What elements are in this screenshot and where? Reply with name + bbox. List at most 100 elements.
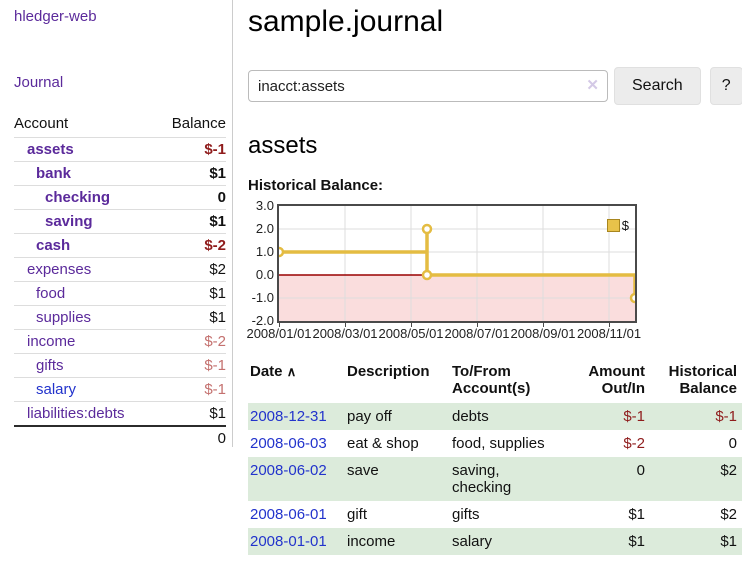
- transaction-amount: 0: [568, 457, 647, 501]
- transaction-date-link[interactable]: 2008-06-02: [250, 462, 327, 479]
- transaction-balance: 0: [728, 435, 737, 452]
- register-header-description: Description: [347, 363, 430, 380]
- account-row: supplies $1: [14, 305, 226, 330]
- help-button[interactable]: ?: [709, 67, 742, 105]
- transaction-description: pay off: [345, 403, 450, 430]
- clear-search-icon[interactable]: ✕: [586, 77, 599, 94]
- sidebar: hledger-web Journal Account Balance asse…: [0, 0, 233, 450]
- register-header-amount: Amount Out/In: [588, 363, 645, 397]
- main-content: sample.journal ✕ Search ? assets Histori…: [246, 0, 742, 555]
- y-axis-tick-label: -1.0: [251, 290, 274, 305]
- legend-swatch-icon: [606, 219, 620, 232]
- transaction-description: eat & shop: [347, 435, 419, 452]
- search-button[interactable]: Search: [614, 67, 701, 105]
- account-balance: $1: [156, 305, 226, 330]
- account-link-income[interactable]: income: [27, 333, 76, 350]
- register-row: 2008-12-31 pay off debts $-1 $-1: [248, 403, 742, 430]
- account-link-saving[interactable]: saving: [45, 213, 93, 230]
- account-link-supplies[interactable]: supplies: [36, 309, 92, 326]
- transaction-description: income: [345, 528, 450, 555]
- page-title: sample.journal: [248, 5, 444, 38]
- transaction-accounts: gifts: [452, 506, 480, 523]
- x-axis-tick-label: 2008/07/01: [444, 326, 510, 341]
- account-link-salary[interactable]: salary: [36, 381, 77, 398]
- accounts-total-row: 0: [14, 425, 226, 450]
- accounts-total-value: 0: [14, 425, 226, 450]
- register-row: 2008-06-03 eat & shop food, supplies $-2 0: [248, 430, 742, 457]
- search-input[interactable]: [248, 70, 608, 102]
- transaction-amount: $1: [568, 528, 647, 555]
- app-title-link[interactable]: hledger-web: [14, 8, 97, 25]
- chart-title: Historical Balance:: [248, 177, 384, 194]
- y-axis-tick-label: 2.0: [255, 221, 274, 236]
- y-axis-tick-label: 0.0: [255, 267, 274, 282]
- sidebar-item-journal[interactable]: Journal: [14, 74, 64, 91]
- account-balance: $1: [156, 281, 226, 306]
- transaction-amount: $-1: [568, 403, 647, 430]
- gridlines: [279, 206, 635, 321]
- register-table: Date ∧ Description To/From Account(s) Am…: [248, 360, 742, 555]
- chart-legend: $: [606, 218, 629, 233]
- account-balance: $-2: [156, 329, 226, 354]
- account-row: salary $-1: [14, 377, 226, 402]
- account-balance: $1: [156, 209, 226, 234]
- account-row: food $1: [14, 281, 226, 306]
- transaction-date-link[interactable]: 2008-12-31: [250, 408, 327, 425]
- x-axis-tickmark: [543, 323, 544, 327]
- x-axis-tickmark: [345, 323, 346, 327]
- transaction-accounts: salary: [450, 528, 568, 555]
- register-header-date[interactable]: Date ∧: [250, 363, 297, 380]
- account-link-liabilities-debts[interactable]: liabilities:debts: [27, 405, 125, 422]
- x-axis-tickmark: [609, 323, 610, 327]
- balance-line: [279, 229, 635, 298]
- transaction-date-link[interactable]: 2008-06-01: [250, 506, 327, 523]
- historical-balance-chart: 3.0 2.0 1.0 0.0 -1.0 -2.0: [246, 198, 742, 344]
- y-axis-tick-label: 1.0: [255, 244, 274, 259]
- account-row: expenses $2: [14, 257, 226, 282]
- chart-plot-area: $: [277, 204, 637, 323]
- transaction-date-link[interactable]: 2008-06-03: [250, 435, 327, 452]
- account-link-checking[interactable]: checking: [45, 189, 111, 206]
- transaction-balance: $2: [647, 457, 742, 501]
- transaction-balance: $1: [647, 528, 742, 555]
- accounts-table: Account Balance assets $-1 bank $1 checking 0…: [14, 112, 226, 450]
- account-row: assets $-1: [14, 137, 226, 162]
- x-axis-tickmark: [279, 323, 280, 327]
- accounts-header-balance: Balance: [171, 115, 226, 132]
- account-link-bank[interactable]: bank: [36, 165, 72, 182]
- x-axis-tickmark: [411, 323, 412, 327]
- account-row: cash $-2: [14, 233, 226, 258]
- register-header-accounts: To/From Account(s): [452, 363, 531, 397]
- transaction-balance: $-1: [647, 403, 742, 430]
- transaction-description: save: [345, 457, 450, 501]
- account-row: liabilities:debts $1: [14, 401, 226, 426]
- account-link-expenses[interactable]: expenses: [27, 261, 92, 278]
- transaction-balance: $2: [720, 506, 737, 523]
- account-row: checking 0: [14, 185, 226, 210]
- accounts-header-account: Account: [14, 115, 69, 132]
- transaction-accounts: debts: [450, 403, 568, 430]
- data-point-markers: [279, 223, 635, 304]
- transaction-date-link[interactable]: 2008-01-01: [250, 533, 327, 550]
- x-axis-tick-label: 2008/03/01: [312, 326, 378, 341]
- account-balance: 0: [156, 185, 226, 210]
- legend-label: $: [621, 218, 629, 233]
- register-row: 2008-06-02 save saving, checking 0 $2: [248, 457, 742, 501]
- account-balance: $1: [156, 401, 226, 426]
- account-link-cash[interactable]: cash: [36, 237, 71, 254]
- transaction-amount: $-2: [623, 435, 645, 452]
- account-balance: $-1: [156, 137, 226, 162]
- account-row: gifts $-1: [14, 353, 226, 378]
- y-axis-tick-label: 3.0: [255, 198, 274, 213]
- account-link-assets[interactable]: assets: [27, 141, 74, 158]
- account-balance: $2: [156, 257, 226, 282]
- transaction-accounts: food, supplies: [452, 435, 545, 452]
- search-row: ✕ Search ?: [248, 67, 742, 105]
- account-balance: $1: [156, 161, 226, 186]
- account-link-food[interactable]: food: [36, 285, 66, 302]
- x-axis-tick-label: 2008/11/01: [576, 326, 642, 341]
- y-axis-tick-label: -2.0: [251, 313, 274, 328]
- sort-asc-icon: ∧: [286, 364, 297, 379]
- account-balance: $-1: [156, 377, 226, 402]
- account-link-gifts[interactable]: gifts: [36, 357, 64, 374]
